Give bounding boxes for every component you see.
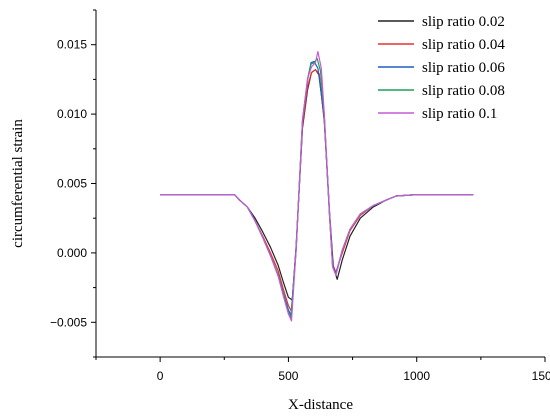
x-axis-title: X-distance bbox=[288, 397, 353, 413]
legend-label-1: slip ratio 0.02 bbox=[422, 14, 505, 30]
y-tick-label: 0.005 bbox=[57, 177, 87, 191]
x-tick-label: 1500 bbox=[532, 369, 550, 383]
y-tick-label: 0.015 bbox=[57, 38, 87, 52]
x-tick-label: 0 bbox=[157, 369, 164, 383]
plot-lines bbox=[160, 51, 474, 322]
legend-label-3: slip ratio 0.06 bbox=[422, 60, 505, 76]
y-tick-label: 0.000 bbox=[57, 246, 87, 260]
legend-label-2: slip ratio 0.04 bbox=[422, 37, 505, 53]
series-line-5 bbox=[160, 51, 474, 322]
y-axis-title: circumferential strain bbox=[10, 119, 26, 248]
ticks: 0 500 1000 1500 −0.005 0.000 0.005 0.010 0.015 bbox=[50, 9, 550, 383]
y-tick-label: 0.010 bbox=[57, 107, 87, 121]
legend: slip ratio 0.02 slip ratio 0.04 slip ratio… bbox=[378, 14, 505, 122]
y-tick-label: −0.005 bbox=[50, 315, 87, 329]
x-tick-label: 1000 bbox=[403, 369, 430, 383]
legend-label-4: slip ratio 0.08 bbox=[422, 83, 505, 99]
x-tick-label: 500 bbox=[278, 369, 298, 383]
legend-label-5: slip ratio 0.1 bbox=[422, 106, 497, 122]
